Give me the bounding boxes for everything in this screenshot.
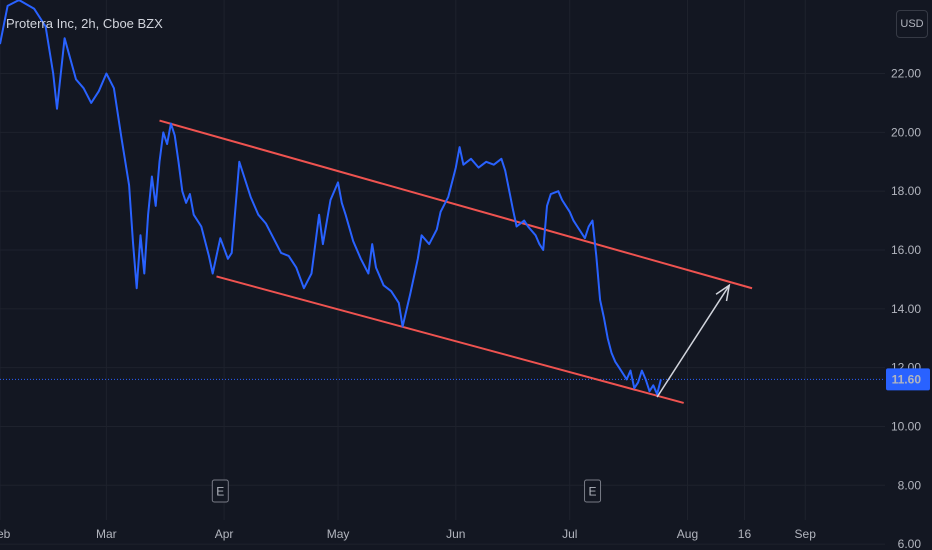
y-tick-label: 16.00 xyxy=(891,243,921,257)
last-price-label: 11.60 xyxy=(892,372,922,386)
y-tick-label: 6.00 xyxy=(898,537,922,550)
earnings-marker[interactable]: E xyxy=(211,479,229,503)
x-tick-label: Apr xyxy=(215,527,234,541)
y-tick-label: 8.00 xyxy=(898,478,922,492)
y-tick-label: 20.00 xyxy=(891,125,921,139)
price-series-line xyxy=(0,0,662,396)
x-axis: Feb Mar Apr May Jun Jul Aug 16 Sep xyxy=(0,527,816,541)
arrow-shaft xyxy=(656,284,730,398)
channel-line xyxy=(159,119,753,290)
x-tick-label: Feb xyxy=(0,527,11,541)
earnings-marker-label: E xyxy=(589,485,597,499)
x-tick-label: Jun xyxy=(446,527,465,541)
y-tick-label: 10.00 xyxy=(891,419,921,433)
y-tick-label: 14.00 xyxy=(891,302,921,316)
x-tick-label: Jul xyxy=(562,527,577,541)
earnings-marker-label: E xyxy=(216,485,224,499)
channel-lines xyxy=(159,119,753,404)
x-tick-label: Aug xyxy=(677,527,698,541)
earnings-marker-box xyxy=(211,479,229,503)
y-tick-label: 22.00 xyxy=(891,67,921,81)
projection-arrow xyxy=(656,283,731,398)
grid xyxy=(0,0,885,545)
earnings-marker-box xyxy=(584,479,602,503)
last-price-badge: 11.60 xyxy=(886,368,930,391)
x-tick-label: Mar xyxy=(96,527,117,541)
arrow-head xyxy=(715,283,731,302)
currency-button[interactable]: USD xyxy=(896,10,928,38)
y-tick-label: 18.00 xyxy=(891,184,921,198)
channel-line xyxy=(216,275,684,404)
y-axis: 6.008.0010.0012.0014.0016.0018.0020.0022… xyxy=(891,67,921,550)
x-tick-label: Sep xyxy=(795,527,817,541)
chart-title: Proterra Inc, 2h, Cboe BZX xyxy=(6,16,163,31)
earnings-marker[interactable]: E xyxy=(584,479,602,503)
x-tick-label: May xyxy=(327,527,350,541)
x-tick-label: 16 xyxy=(738,527,752,541)
